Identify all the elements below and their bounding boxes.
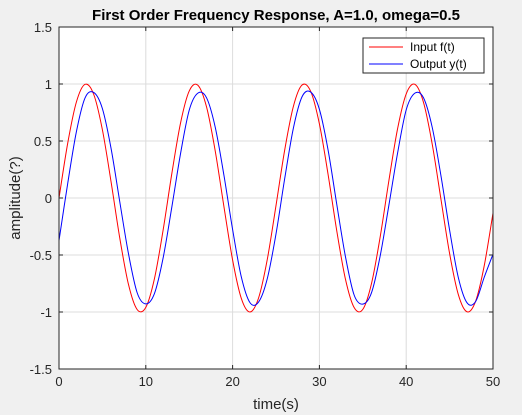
y-tick-label: -1 (40, 305, 52, 320)
chart-title: First Order Frequency Response, A=1.0, o… (92, 7, 460, 24)
x-tick-label: 50 (486, 374, 500, 389)
y-tick-label: 1.5 (34, 20, 52, 35)
x-tick-label: 40 (399, 374, 413, 389)
y-tick-label: 0 (45, 191, 52, 206)
y-tick-label: -0.5 (30, 248, 52, 263)
x-tick-label: 10 (139, 374, 153, 389)
series-line-output (58, 90, 494, 306)
x-tick-label: 30 (312, 374, 326, 389)
legend-box (362, 37, 485, 74)
legend-label-input: Input f(t) (410, 40, 455, 54)
x-tick-label: 0 (55, 374, 62, 389)
legend-label-output: Output y(t) (410, 57, 467, 71)
y-tick-label: -1.5 (30, 362, 52, 377)
series-lines (58, 83, 494, 313)
x-tick-label: 20 (225, 374, 239, 389)
y-axis-label: amplitude(?) (7, 156, 24, 239)
x-axis-label: time(s) (253, 396, 299, 413)
y-tick-label: 1 (45, 77, 52, 92)
legend: Input f(t) Output y(t) (362, 37, 485, 74)
y-tick-label: 0.5 (34, 134, 52, 149)
axis-ticks: 0 10 20 30 40 50 1.5 1 0.5 0 -0.5 -1 -1.5 (30, 20, 501, 389)
